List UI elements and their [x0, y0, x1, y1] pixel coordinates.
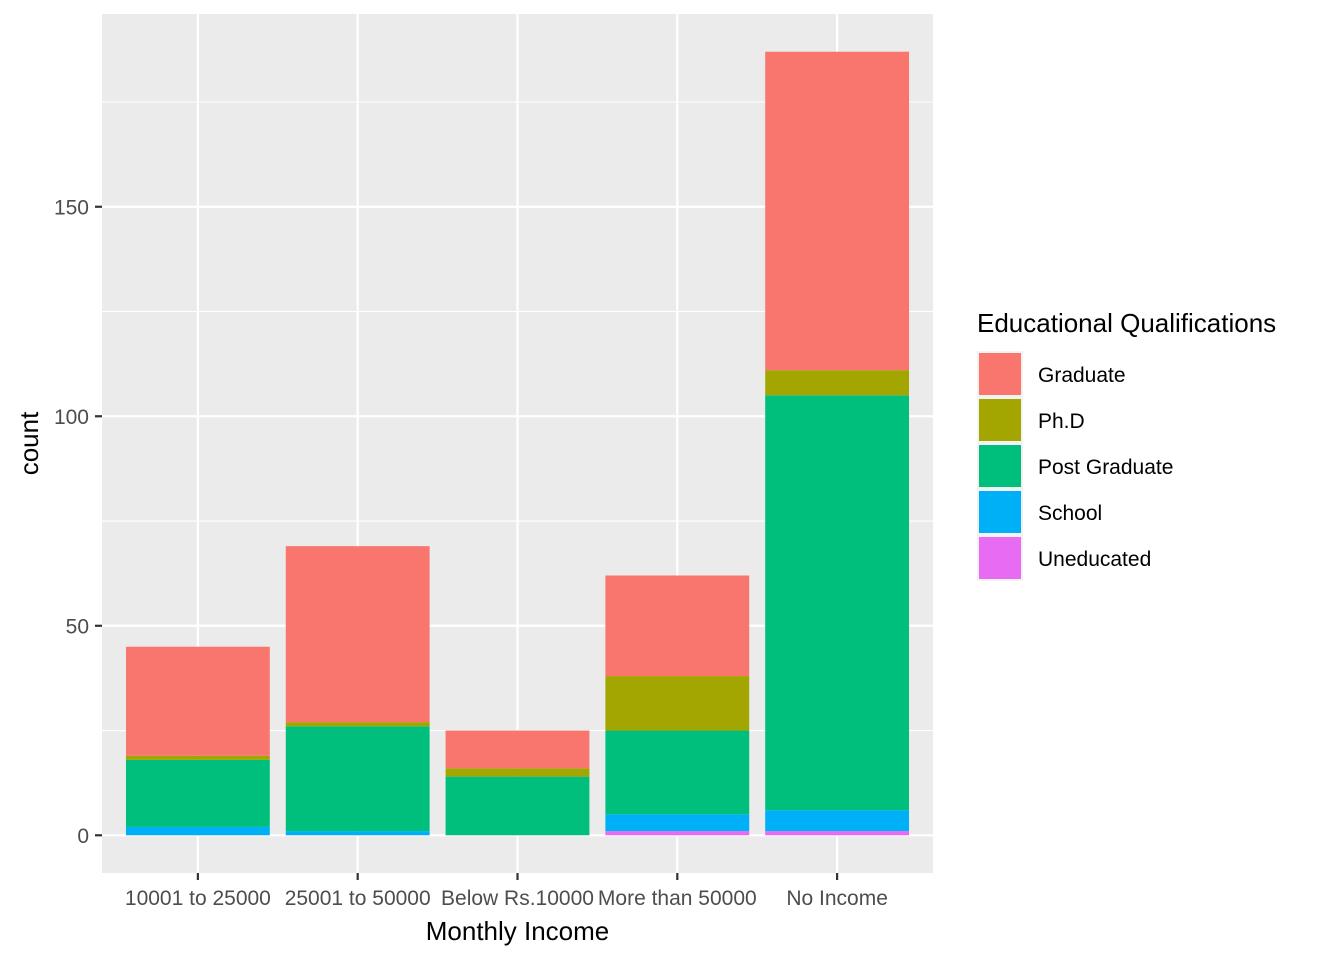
- bar-10001-to-25000-ph-d: [125, 755, 270, 760]
- legend-item-label: Post Graduate: [1038, 456, 1173, 479]
- bar-25001-to-50000-ph-d: [285, 722, 430, 727]
- bar-below-rs-10000-ph-d: [445, 768, 590, 777]
- bar-more-than-50000-post-graduate: [605, 730, 750, 815]
- legend-key-swatch: [979, 491, 1021, 533]
- bar-no-income-school: [765, 810, 910, 832]
- bar-no-income-graduate: [765, 51, 910, 371]
- y-tick-label: 150: [54, 196, 89, 219]
- legend-key-swatch: [979, 445, 1021, 487]
- x-axis: 10001 to 25000 25001 to 50000 Below Rs.100…: [125, 873, 888, 910]
- bars: [125, 51, 910, 836]
- legend-title: Educational Qualifications: [977, 308, 1276, 338]
- bar-below-rs-10000-graduate: [445, 730, 590, 769]
- legend-item-label: School: [1038, 502, 1102, 525]
- y-tick-label: 50: [66, 615, 89, 638]
- x-tick-label: 10001 to 25000: [125, 887, 271, 910]
- y-tick-label: 0: [77, 825, 89, 848]
- legend-key-swatch: [979, 353, 1021, 395]
- bar-10001-to-25000-graduate: [125, 646, 270, 756]
- legend-key-swatch: [979, 537, 1021, 579]
- x-tick-label: Below Rs.10000: [441, 887, 594, 910]
- y-axis-title: count: [14, 411, 44, 475]
- bar-below-rs-10000-post-graduate: [445, 776, 590, 836]
- y-axis: 0 50 100 150: [54, 196, 102, 848]
- bar-no-income-ph-d: [765, 370, 910, 396]
- bar-25001-to-50000-graduate: [285, 546, 430, 723]
- x-tick-label: No Income: [786, 887, 888, 910]
- legend-key-swatch: [979, 399, 1021, 441]
- bar-no-income-uneducated: [765, 831, 910, 836]
- bar-10001-to-25000-post-graduate: [125, 759, 270, 827]
- x-tick-label: 25001 to 50000: [285, 887, 431, 910]
- bar-more-than-50000-uneducated: [605, 831, 750, 836]
- x-tick-label: More than 50000: [598, 887, 757, 910]
- bar-more-than-50000-ph-d: [605, 676, 750, 731]
- bar-25001-to-50000-post-graduate: [285, 726, 430, 832]
- legend-item-label: Ph.D: [1038, 410, 1085, 433]
- legend-item-label: Graduate: [1038, 364, 1126, 387]
- bar-10001-to-25000-school: [125, 826, 270, 836]
- bar-more-than-50000-graduate: [605, 575, 750, 677]
- bar-more-than-50000-school: [605, 814, 750, 832]
- legend-item-label: Uneducated: [1038, 548, 1151, 571]
- y-tick-label: 100: [54, 406, 89, 429]
- bar-no-income-post-graduate: [765, 395, 910, 811]
- legend: Educational Qualifications Graduate Ph.D P…: [977, 308, 1276, 581]
- bar-25001-to-50000-school: [285, 831, 430, 836]
- x-axis-title: Monthly Income: [426, 916, 610, 946]
